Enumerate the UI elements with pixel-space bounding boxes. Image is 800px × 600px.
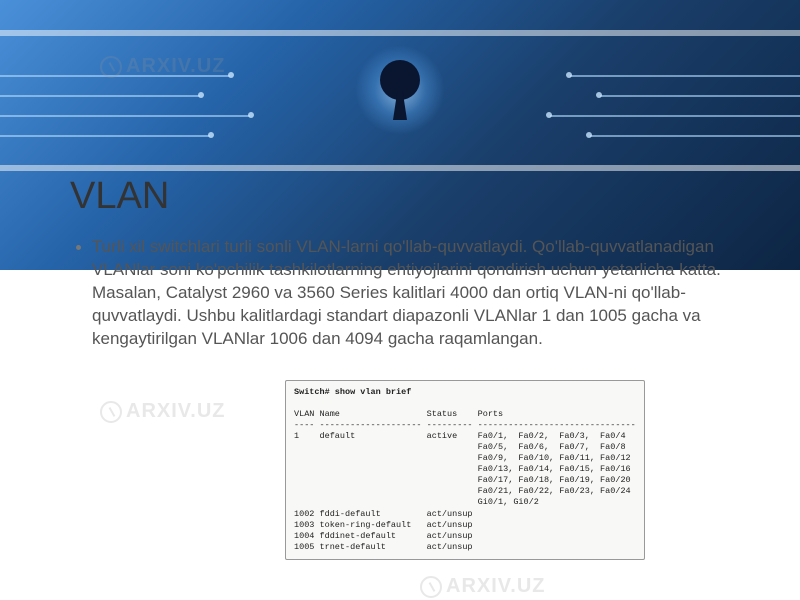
- bullet-icon: [76, 245, 81, 250]
- circuit-dot: [566, 72, 572, 78]
- watermark-text: ARXIV.UZ: [446, 575, 546, 597]
- terminal-row: 1004 fddinet-default act/unsup: [294, 531, 473, 541]
- slide-title: VLAN: [70, 175, 750, 218]
- slide-body: Turli xil switchlari turli sonli VLAN-la…: [70, 236, 750, 351]
- circuit-dot: [596, 92, 602, 98]
- terminal-row: 1003 token-ring-default act/unsup: [294, 520, 473, 530]
- circuit-dot: [228, 72, 234, 78]
- decorative-band-top: [0, 30, 800, 36]
- terminal-header: VLAN Name Status Ports: [294, 409, 503, 419]
- terminal-row: Fa0/13, Fa0/14, Fa0/15, Fa0/16: [294, 464, 631, 474]
- watermark: ARXIV.UZ: [100, 55, 226, 78]
- terminal-output: Switch# show vlan brief VLAN Name Status…: [285, 380, 645, 560]
- terminal-row: 1002 fddi-default act/unsup: [294, 509, 473, 519]
- watermark: ARXIV.UZ: [100, 400, 226, 423]
- terminal-row: 1 default active Fa0/1, Fa0/2, Fa0/3, Fa…: [294, 431, 626, 441]
- circuit-line: [0, 135, 210, 137]
- body-paragraph: Turli xil switchlari turli sonli VLAN-la…: [92, 237, 721, 348]
- circuit-line: [570, 75, 800, 77]
- decorative-band-bottom: [0, 165, 800, 171]
- terminal-command: Switch# show vlan brief: [294, 387, 411, 397]
- circuit-line: [600, 95, 800, 97]
- watermark-text: ARXIV.UZ: [126, 400, 226, 422]
- watermark-text: ARXIV.UZ: [126, 55, 226, 77]
- watermark: ARXIV.UZ: [420, 575, 546, 598]
- terminal-row: Fa0/21, Fa0/22, Fa0/23, Fa0/24: [294, 486, 631, 496]
- terminal-row: 1005 trnet-default act/unsup: [294, 542, 473, 552]
- terminal-row: Fa0/17, Fa0/18, Fa0/19, Fa0/20: [294, 475, 631, 485]
- circuit-line: [0, 95, 200, 97]
- circuit-line: [550, 115, 800, 117]
- circuit-dot: [198, 92, 204, 98]
- terminal-row: Fa0/5, Fa0/6, Fa0/7, Fa0/8: [294, 442, 626, 452]
- terminal-row: Gi0/1, Gi0/2: [294, 497, 539, 507]
- circuit-line: [0, 115, 250, 117]
- circuit-dot: [546, 112, 552, 118]
- circuit-dot: [248, 112, 254, 118]
- terminal-row: Fa0/9, Fa0/10, Fa0/11, Fa0/12: [294, 453, 631, 463]
- circuit-dot: [208, 132, 214, 138]
- circuit-line: [590, 135, 800, 137]
- circuit-dot: [586, 132, 592, 138]
- slide-content: VLAN Turli xil switchlari turli sonli VL…: [70, 175, 750, 351]
- terminal-divider: ---- -------------------- --------- ----…: [294, 420, 636, 430]
